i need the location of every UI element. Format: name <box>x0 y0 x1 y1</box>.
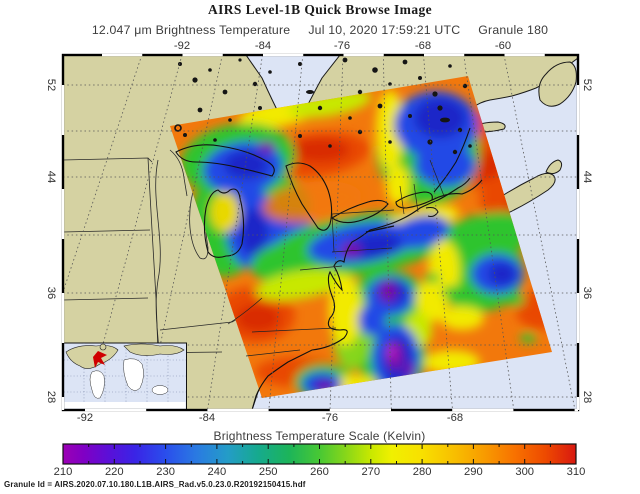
colorbar-tick: 300 <box>515 466 535 478</box>
colorbar <box>62 443 577 465</box>
map-frame <box>61 53 580 412</box>
lon-label-bottom: -92 <box>76 412 94 424</box>
colorbar-tick: 270 <box>361 466 381 478</box>
colorbar-tick: 220 <box>104 466 124 478</box>
colorbar-title: Brightness Temperature Scale (Kelvin) <box>213 429 426 443</box>
subtitle: 12.047 μm Brightness Temperature Jul 10,… <box>0 23 640 37</box>
lat-label-right: 28 <box>581 390 593 404</box>
lat-label-left: 44 <box>45 170 57 184</box>
page-title: AIRS Level-1B Quick Browse Image <box>207 2 433 17</box>
lat-label-left: 52 <box>45 78 57 92</box>
subtitle-datetime: Jul 10, 2020 17:59:21 UTC <box>308 23 461 37</box>
lon-label-bottom: -68 <box>446 412 464 424</box>
colorbar-tick: 310 <box>566 466 586 478</box>
colorbar-tick: 280 <box>412 466 432 478</box>
coastlines-over-swath <box>175 127 483 410</box>
colorbar-tick: 230 <box>156 466 175 478</box>
granule-id-text: Granule Id = AIRS.2020.07.10.180.L1B.AIR… <box>4 480 306 489</box>
lat-label-right: 52 <box>581 78 593 92</box>
colorbar-tick: 210 <box>53 466 73 478</box>
lon-label-bottom: -84 <box>198 412 216 424</box>
lake-speckles <box>174 57 472 155</box>
lon-label-bottom: -76 <box>321 412 339 424</box>
lat-label-left: 36 <box>45 286 57 300</box>
lon-label-top: -92 <box>173 40 191 52</box>
inset-world-map <box>63 342 187 410</box>
graticule <box>63 55 578 410</box>
lat-label-left: 28 <box>45 390 57 404</box>
lon-label-top: -60 <box>494 40 512 52</box>
state-borders-over-swath <box>227 159 445 357</box>
subtitle-granule: Granule 180 <box>478 23 549 37</box>
lat-label-right: 44 <box>581 170 593 184</box>
colorbar-tick: 260 <box>310 466 329 478</box>
lon-label-top: -68 <box>414 40 432 52</box>
subtitle-product: 12.047 μm Brightness Temperature <box>91 23 291 37</box>
lon-label-top: -76 <box>333 40 351 52</box>
colorbar-tick: 240 <box>207 466 227 478</box>
granule-location-marker <box>93 351 107 368</box>
lon-label-top: -84 <box>254 40 272 52</box>
colorbar-tick: 250 <box>258 466 278 478</box>
colorbar-tick: 290 <box>464 466 483 478</box>
lat-label-right: 36 <box>581 286 593 300</box>
